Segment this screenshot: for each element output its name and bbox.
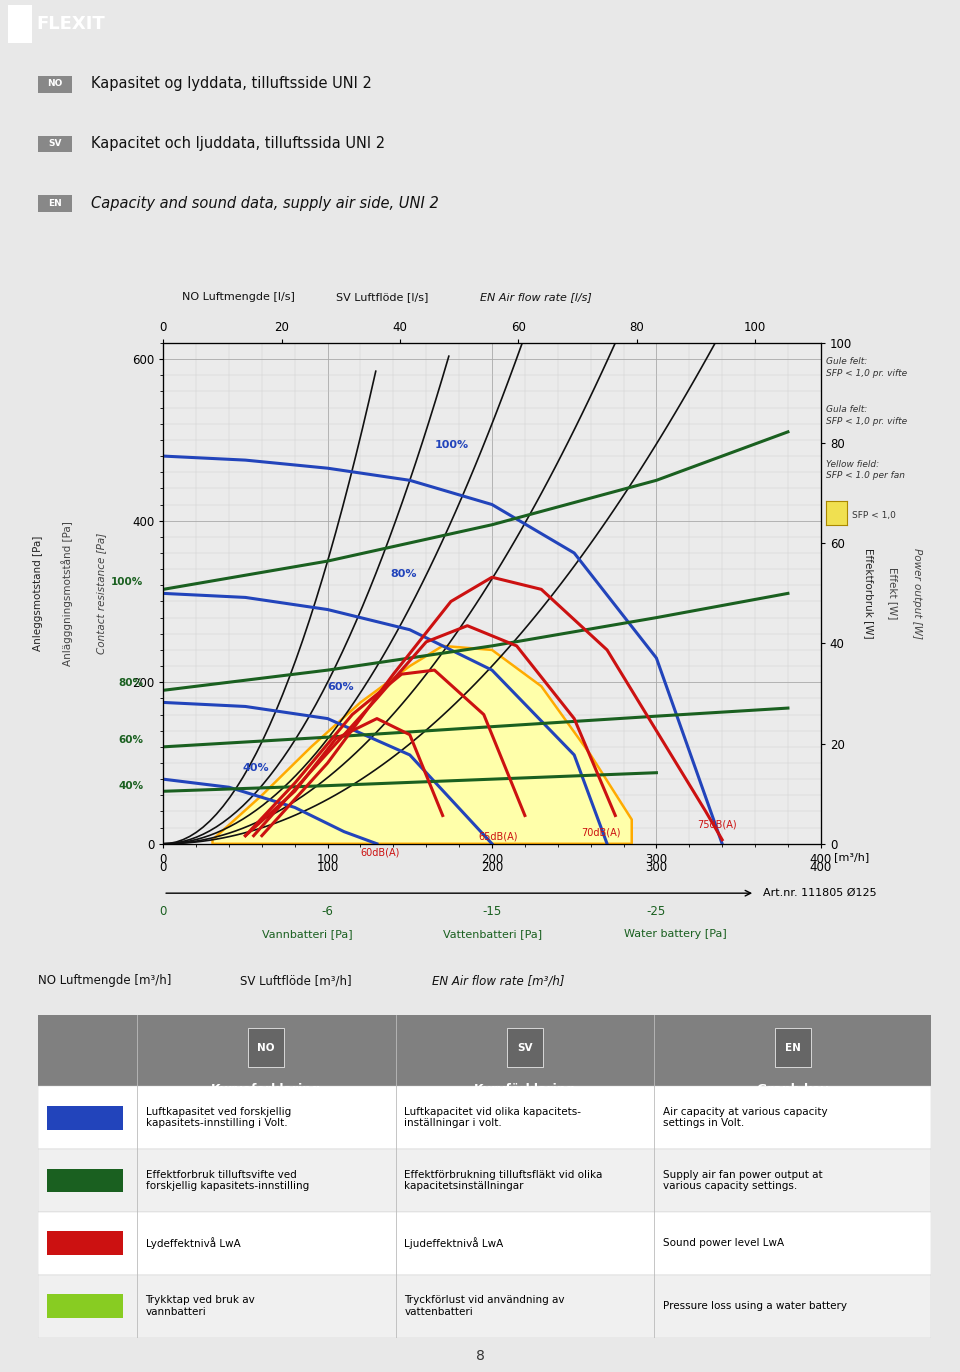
Text: Luftkapasitet ved forskjellig
kapasitets-innstilling i Volt.: Luftkapasitet ved forskjellig kapasitets… — [146, 1107, 291, 1128]
Text: 100%: 100% — [435, 440, 468, 450]
Text: Supply air fan power output at
various capacity settings.: Supply air fan power output at various c… — [663, 1170, 823, 1191]
Text: SFP < 1,0: SFP < 1,0 — [852, 512, 896, 520]
Text: 70dB(A): 70dB(A) — [581, 827, 620, 838]
Text: 0: 0 — [159, 906, 167, 918]
Text: 100: 100 — [317, 862, 339, 874]
Text: SV Luftflöde [m³/h]: SV Luftflöde [m³/h] — [240, 974, 351, 986]
Text: -25: -25 — [647, 906, 666, 918]
Text: Lydeffektnivå LwA: Lydeffektnivå LwA — [146, 1238, 240, 1250]
Text: Contact resistance [Pa]: Contact resistance [Pa] — [96, 532, 106, 654]
Text: 60dB(A): 60dB(A) — [361, 848, 400, 858]
Text: Sound power level LwA: Sound power level LwA — [663, 1239, 784, 1249]
Text: 300: 300 — [645, 862, 667, 874]
Bar — [38, 1150, 931, 1211]
Text: Yellow field:
SFP < 1.0 per fan: Yellow field: SFP < 1.0 per fan — [826, 460, 904, 480]
Text: 200: 200 — [481, 862, 503, 874]
Bar — [38, 1275, 931, 1338]
Text: Kapacitet och ljuddata, tilluftssida UNI 2: Kapacitet och ljuddata, tilluftssida UNI… — [91, 136, 385, 151]
Text: EN: EN — [48, 199, 62, 207]
Text: Gule felt:
SFP < 1,0 pr. vifte: Gule felt: SFP < 1,0 pr. vifte — [826, 357, 907, 377]
Bar — [38, 1087, 931, 1150]
Text: FLEXIT: FLEXIT — [36, 15, 106, 33]
Text: -15: -15 — [482, 906, 502, 918]
Text: Effekt [W]: Effekt [W] — [888, 567, 898, 620]
Text: Graph key: Graph key — [757, 1083, 828, 1096]
Text: SV: SV — [517, 1043, 533, 1052]
Bar — [47, 1232, 123, 1255]
Bar — [507, 1028, 542, 1067]
Text: Water battery [Pa]: Water battery [Pa] — [624, 929, 727, 938]
Bar — [47, 1106, 123, 1129]
Text: Vannbatteri [Pa]: Vannbatteri [Pa] — [262, 929, 352, 938]
Text: Kurvförklaring: Kurvförklaring — [474, 1083, 576, 1096]
Bar — [47, 1169, 123, 1192]
Text: 65dB(A): 65dB(A) — [479, 831, 518, 842]
Text: SV Luftflöde [l/s]: SV Luftflöde [l/s] — [336, 292, 428, 302]
Text: 40%: 40% — [242, 763, 269, 772]
Text: Ljudeffektnivå LwA: Ljudeffektnivå LwA — [404, 1238, 504, 1250]
Text: 80%: 80% — [118, 678, 143, 689]
Bar — [249, 1028, 284, 1067]
Bar — [775, 1028, 810, 1067]
Text: Capacity and sound data, supply air side, UNI 2: Capacity and sound data, supply air side… — [91, 196, 439, 211]
Text: -6: -6 — [322, 906, 333, 918]
Bar — [38, 136, 72, 152]
Text: Anlägggningsmotstånd [Pa]: Anlägggningsmotstånd [Pa] — [61, 521, 73, 665]
Text: [m³/h]: [m³/h] — [834, 852, 869, 863]
Text: 8: 8 — [475, 1349, 485, 1362]
Text: NO Luftmengde [l/s]: NO Luftmengde [l/s] — [182, 292, 296, 302]
Text: Tryckförlust vid användning av
vattenbatteri: Tryckförlust vid användning av vattenbat… — [404, 1295, 564, 1317]
Text: Effektforbruk tilluftsvifte ved
forskjellig kapasitets-innstilling: Effektforbruk tilluftsvifte ved forskjel… — [146, 1170, 309, 1191]
Bar — [47, 1294, 123, 1318]
Bar — [38, 1211, 931, 1275]
Bar — [38, 1015, 931, 1087]
Text: EN Air flow rate [l/s]: EN Air flow rate [l/s] — [480, 292, 591, 302]
Text: 40%: 40% — [118, 781, 143, 790]
Text: Anleggsmotstand [Pa]: Anleggsmotstand [Pa] — [34, 535, 43, 652]
Text: 60%: 60% — [118, 735, 143, 745]
Bar — [38, 195, 72, 213]
Text: Effektförbrukning tilluftsfläkt vid olika
kapacitetsinställningar: Effektförbrukning tilluftsfläkt vid olik… — [404, 1170, 603, 1191]
Text: Trykktap ved bruk av
vannbatteri: Trykktap ved bruk av vannbatteri — [146, 1295, 255, 1317]
Text: Vattenbatteri [Pa]: Vattenbatteri [Pa] — [443, 929, 541, 938]
Text: 0: 0 — [159, 862, 167, 874]
Text: Luftkapacitet vid olika kapacitets-
inställningar i volt.: Luftkapacitet vid olika kapacitets- inst… — [404, 1107, 582, 1128]
Text: Air capacity at various capacity
settings in Volt.: Air capacity at various capacity setting… — [663, 1107, 828, 1128]
Bar — [38, 75, 72, 93]
Text: 75dB(A): 75dB(A) — [698, 819, 737, 830]
Text: 400: 400 — [809, 862, 832, 874]
Text: Kapasitet og lyddata, tilluftsside UNI 2: Kapasitet og lyddata, tilluftsside UNI 2 — [91, 77, 372, 92]
Text: Pressure loss using a water battery: Pressure loss using a water battery — [663, 1301, 848, 1312]
Text: NO: NO — [257, 1043, 275, 1052]
Text: 80%: 80% — [390, 569, 417, 579]
Text: Effektforbruk [W]: Effektforbruk [W] — [864, 547, 874, 639]
Text: EN: EN — [785, 1043, 801, 1052]
Text: EN Air flow rate [m³/h]: EN Air flow rate [m³/h] — [432, 974, 564, 986]
Text: Power output [W]: Power output [W] — [912, 547, 922, 639]
Text: Kurveforklaring: Kurveforklaring — [211, 1083, 321, 1096]
Polygon shape — [212, 646, 632, 844]
Text: SV: SV — [48, 139, 62, 148]
Text: Art.nr. 111805 Ø125: Art.nr. 111805 Ø125 — [763, 888, 876, 899]
Text: NO: NO — [47, 80, 63, 88]
Bar — [8, 5, 32, 44]
Text: 60%: 60% — [327, 682, 354, 693]
Text: NO Luftmengde [m³/h]: NO Luftmengde [m³/h] — [38, 974, 172, 986]
Text: 100%: 100% — [111, 578, 143, 587]
Text: Gula felt:
SFP < 1,0 pr. vifte: Gula felt: SFP < 1,0 pr. vifte — [826, 405, 907, 425]
